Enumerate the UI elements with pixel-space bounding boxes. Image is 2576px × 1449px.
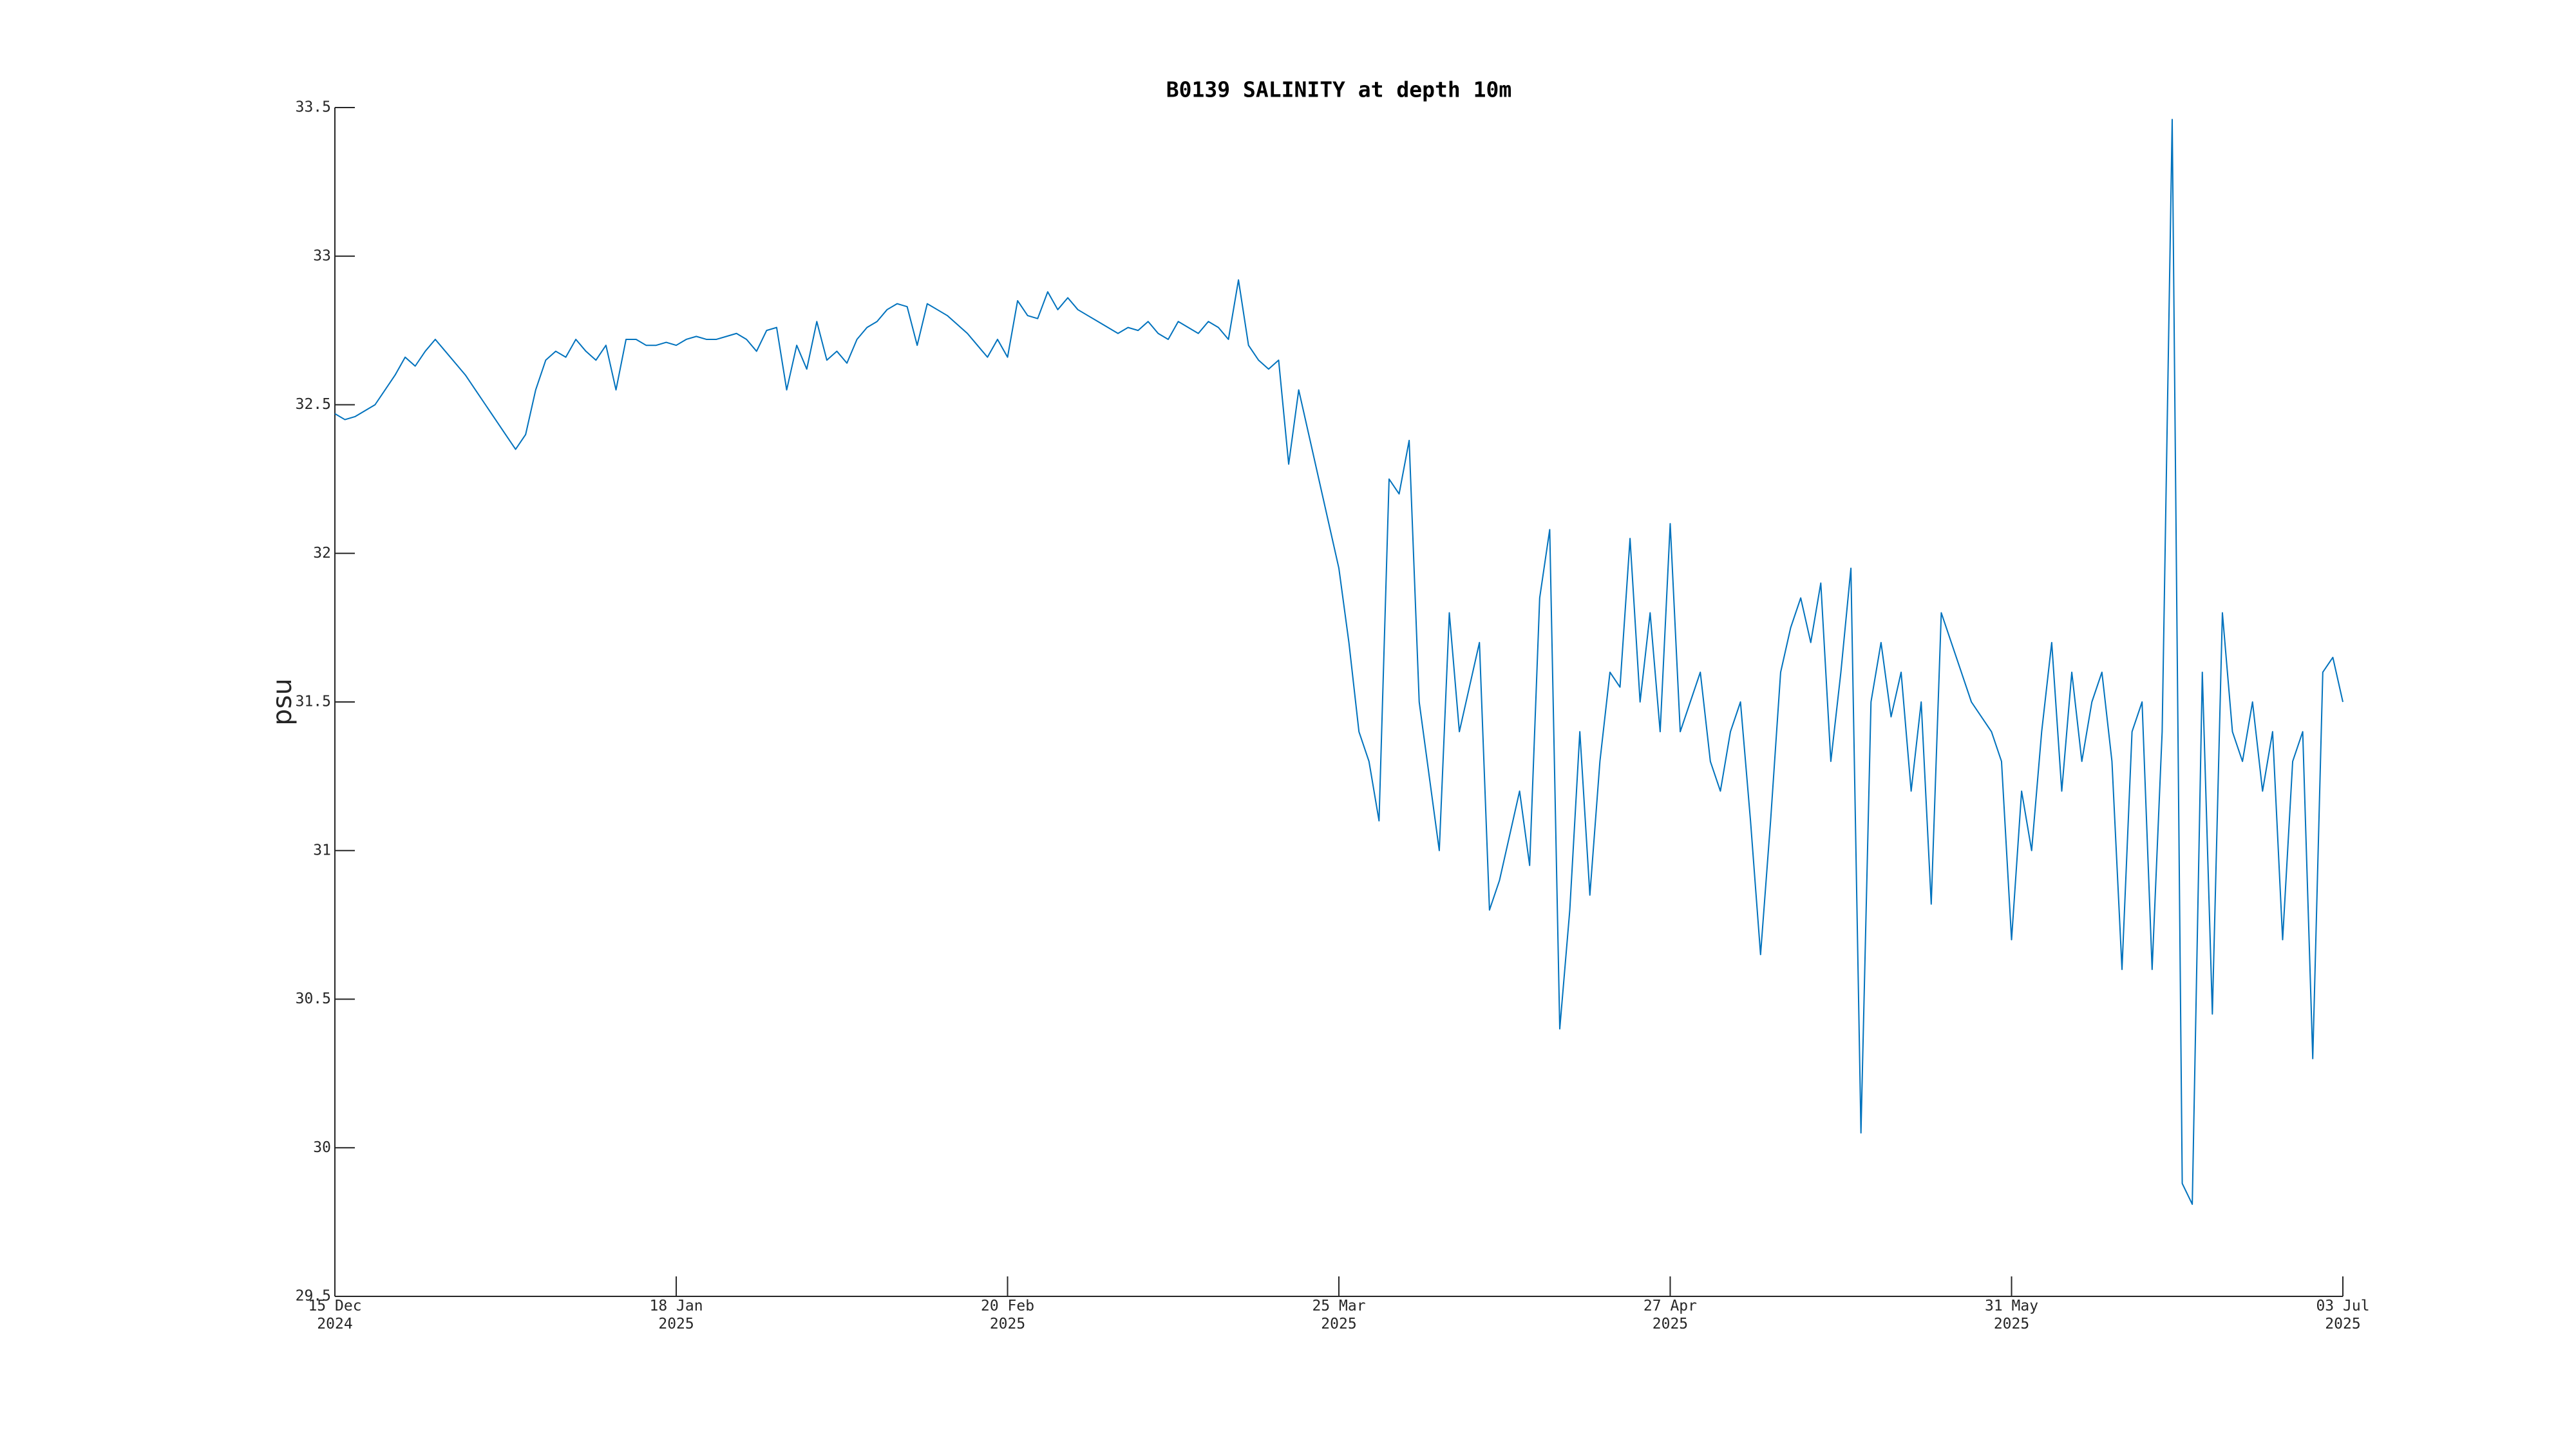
x-tick-label-line: 2025: [2325, 1316, 2360, 1332]
y-tick-label: 31: [313, 842, 331, 858]
x-tick-label-line: 18 Jan: [650, 1298, 703, 1314]
x-tick-label-line: 2024: [317, 1316, 352, 1332]
y-tick-label: 33.5: [296, 99, 331, 116]
x-tick-label: 03 Jul 2025: [2316, 1298, 2369, 1332]
x-tick-label: 27 Apr 2025: [1643, 1298, 1697, 1332]
y-tick-label: 30.5: [296, 990, 331, 1007]
y-axis-label: psu: [267, 678, 298, 725]
x-tick-label-line: 25 Mar: [1312, 1298, 1365, 1314]
x-tick-label-line: 2025: [990, 1316, 1025, 1332]
y-tick-label: 29.5: [296, 1288, 331, 1305]
x-tick-label-line: 27 Apr: [1643, 1298, 1697, 1314]
x-tick-label: 20 Feb 2025: [981, 1298, 1034, 1332]
y-tick-label: 32: [313, 545, 331, 562]
x-tick-label-line: 03 Jul: [2316, 1298, 2369, 1314]
x-tick-label: 25 Mar 2025: [1312, 1298, 1365, 1332]
y-tick-label: 30: [313, 1139, 331, 1156]
x-tick-label-line: 2025: [1994, 1316, 2029, 1332]
x-tick-label-line: 2025: [658, 1316, 694, 1332]
x-tick-label: 18 Jan 2025: [650, 1298, 703, 1332]
x-tick-label-line: 2025: [1321, 1316, 1356, 1332]
y-tick-label: 33: [313, 247, 331, 264]
chart-title: B0139 SALINITY at depth 10m: [1166, 77, 1511, 102]
x-tick-label-line: 2025: [1653, 1316, 1688, 1332]
x-tick-label-line: 20 Feb: [981, 1298, 1034, 1314]
y-tick-label: 32.5: [296, 396, 331, 413]
y-tick-label: 31.5: [296, 694, 331, 710]
x-tick-label-line: 31 May: [1985, 1298, 2038, 1314]
salinity-line: [334, 118, 2344, 1205]
x-tick-label-line: 15 Dec: [308, 1298, 361, 1314]
x-tick-label: 31 May 2025: [1985, 1298, 2038, 1332]
x-tick-label: 15 Dec 2024: [308, 1298, 361, 1332]
